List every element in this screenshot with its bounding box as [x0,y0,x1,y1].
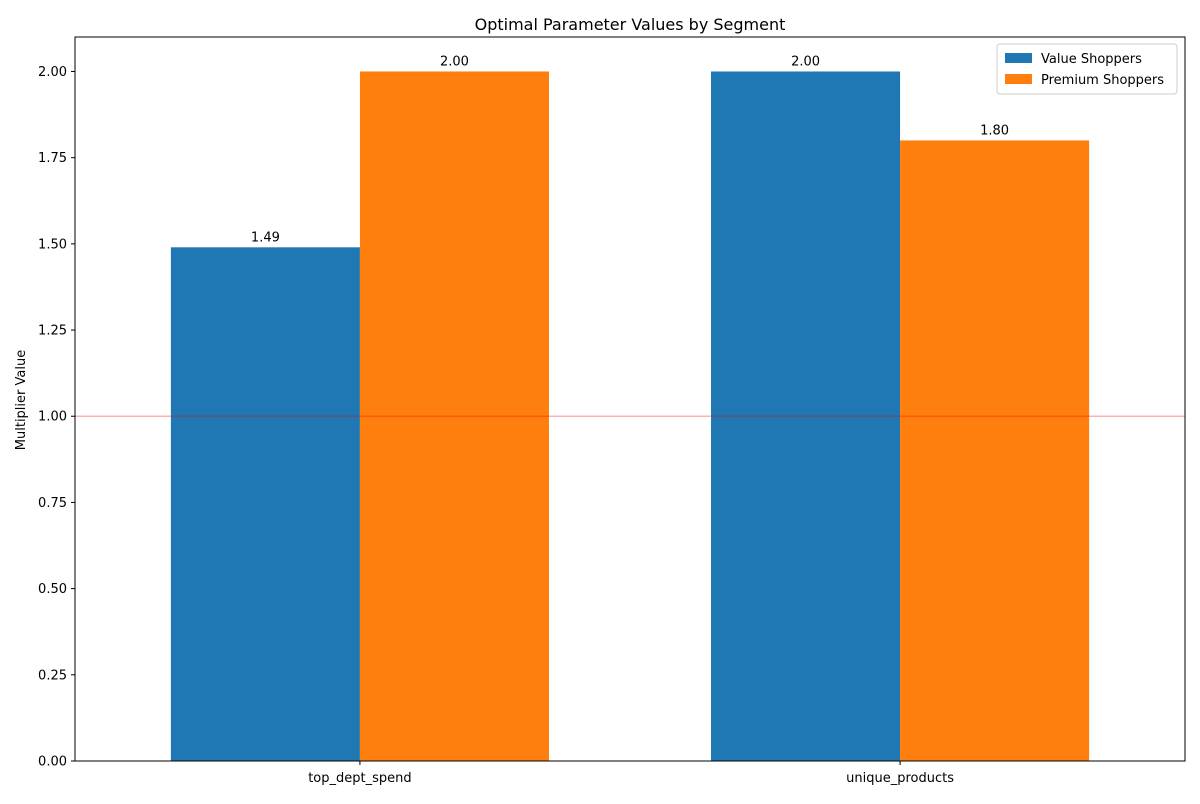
chart-title: Optimal Parameter Values by Segment [475,15,786,34]
y-tick-label: 1.75 [38,151,67,166]
x-tick-label-unique_products: unique_products [846,771,954,786]
legend-label-1: Premium Shoppers [1041,73,1164,88]
axes-layer: 0.00 0.25 0.50 0.75 1.00 1.25 1.50 1.75 2.00 top_… [38,36,1186,786]
y-tick-label: 0.50 [38,582,67,597]
y-tick-label: 1.25 [38,324,67,339]
bar-top_dept_spend-1 [359,71,549,761]
bar-top_dept_spend-0 [170,247,360,762]
y-tick-label: 1.00 [38,410,67,425]
bars-layer [170,71,1090,762]
y-tick-label: 2.00 [38,65,67,80]
data-label-unique_products-0: 2.00 [791,54,820,69]
legend-label-0: Value Shoppers [1041,52,1142,67]
y-tick-label: 0.75 [38,496,67,511]
y-tick-label: 0.25 [38,668,67,683]
bar-unique_products-0 [711,71,901,761]
bar-unique_products-1 [900,140,1090,761]
data-label-top_dept_spend-0: 1.49 [251,230,280,245]
legend-box [996,43,1178,95]
legend-swatch-0 [1005,53,1032,63]
legend: Value Shoppers Premium Shoppers [996,43,1178,95]
y-tick-label: 0.00 [38,755,67,770]
plot-frame [74,36,1186,762]
data-label-unique_products-1: 1.80 [980,123,1009,138]
y-axis-label: Multiplier Value [14,350,29,450]
legend-swatch-1 [1005,74,1032,84]
data-label-top_dept_spend-1: 2.00 [440,54,469,69]
x-tick-label-top_dept_spend: top_dept_spend [308,771,411,786]
data-labels-layer: 1.49 2.00 2.00 1.80 [251,54,1009,245]
y-tick-label: 1.50 [38,237,67,252]
